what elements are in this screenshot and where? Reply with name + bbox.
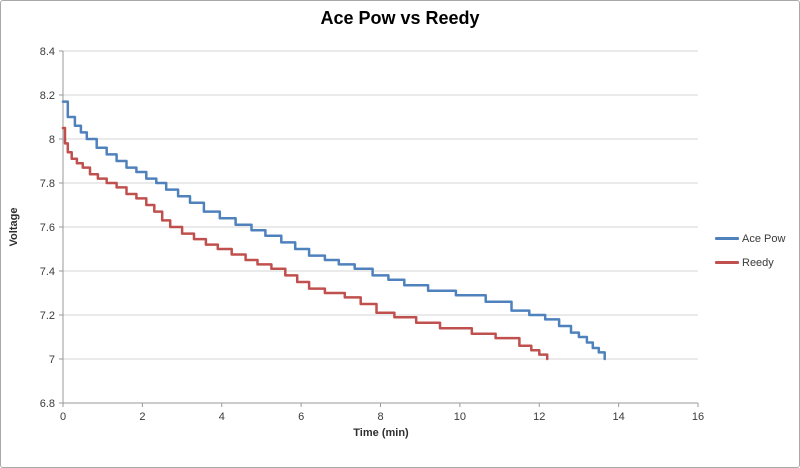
x-tick-label: 2 — [139, 411, 145, 423]
legend-item-reedy: Reedy — [715, 256, 785, 269]
chart-title: Ace Pow vs Reedy — [320, 8, 480, 28]
legend-line-swatch-ace-pow — [715, 237, 739, 240]
y-tick-label: 7.4 — [40, 266, 55, 278]
x-tick-label: 0 — [60, 411, 66, 423]
legend-line-swatch-reedy — [715, 261, 739, 264]
y-tick-label: 8 — [49, 134, 55, 146]
y-tick-label: 6.8 — [40, 398, 55, 410]
x-tick-label: 4 — [219, 411, 225, 423]
legend-label-reedy: Reedy — [742, 256, 774, 269]
legend-label-ace-pow: Ace Pow — [742, 232, 786, 245]
y-tick-label: 8.2 — [40, 90, 55, 102]
x-tick-label: 8 — [377, 411, 383, 423]
y-axis-title: Voltage — [8, 207, 20, 247]
x-tick-label: 14 — [613, 411, 625, 423]
x-axis-title: Time (min) — [353, 427, 409, 439]
y-tick-label: 7 — [49, 354, 55, 366]
x-tick-label: 12 — [533, 411, 545, 423]
x-tick-label: 16 — [692, 411, 704, 423]
x-tick-label: 10 — [454, 411, 466, 423]
y-tick-label: 7.6 — [40, 222, 55, 234]
y-tick-label: 7.2 — [40, 310, 55, 322]
series-line-ace-pow — [61, 100, 606, 361]
y-tick-label: 7.8 — [40, 178, 55, 190]
y-tick-label: 8.4 — [40, 46, 55, 58]
legend: Ace Pow Reedy — [715, 232, 785, 269]
series-line-reedy — [61, 126, 549, 361]
x-tick-label: 6 — [298, 411, 304, 423]
legend-item-ace-pow: Ace Pow — [715, 232, 785, 245]
